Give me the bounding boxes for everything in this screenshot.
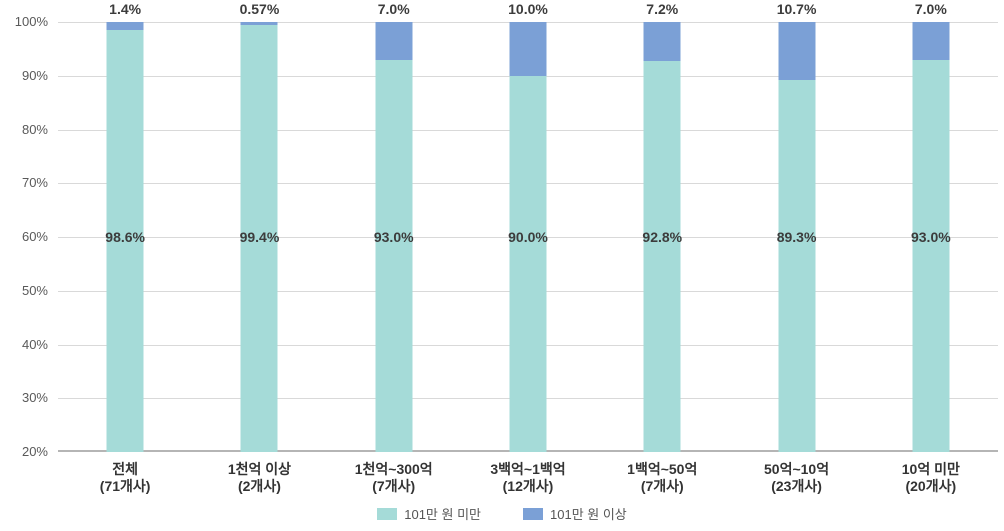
- bar-column-5b-1b: 10.7% 89.3% 50억~10억 (23개사): [729, 1, 863, 494]
- category-count: (12개사): [502, 478, 554, 494]
- above-segment-value-label: 0.57%: [239, 1, 280, 17]
- category-name: 전체: [112, 461, 139, 477]
- category-label: 1천억~300억 (7개사): [327, 461, 461, 495]
- bar-column-100b-30b: 7.0% 93.0% 1천억~300억 (7개사): [327, 1, 461, 494]
- stacked-bar: [778, 22, 816, 452]
- category-label: 1천억 이상 (2개사): [192, 461, 326, 495]
- above-segment-value-label: 10.0%: [508, 1, 548, 17]
- below-segment-value-label: 99.4%: [239, 229, 280, 245]
- legend-swatch-blue-icon: [523, 507, 543, 520]
- category-name: 1천억~300억: [354, 461, 433, 477]
- category-count: (2개사): [237, 478, 281, 494]
- category-label: 전체 (71개사): [58, 461, 192, 495]
- category-count: (7개사): [640, 478, 684, 494]
- stacked-bar: [509, 22, 547, 452]
- category-count: (20개사): [905, 478, 957, 494]
- category-count: (23개사): [771, 478, 822, 494]
- bar-column-30b-10b: 10.0% 90.0% 3백억~1백억 (12개사): [461, 1, 595, 494]
- y-tick-label: 100%: [14, 14, 48, 29]
- bar-column-under-1b: 7.0% 93.0% 10억 미만 (20개사): [864, 1, 998, 494]
- below-segment-value-label: 98.6%: [105, 229, 145, 245]
- bar-segment-above: [912, 22, 950, 60]
- above-segment-value-label: 10.7%: [776, 1, 817, 17]
- stacked-bar: [106, 22, 144, 452]
- category-name: 3백억~1백억: [490, 461, 566, 477]
- bar-segment-below: [106, 29, 144, 452]
- y-tick-label: 40%: [21, 336, 48, 352]
- bar-segment-above: [643, 22, 681, 61]
- category-name: 10억 미만: [901, 461, 960, 477]
- bar-segment-above: [240, 22, 278, 26]
- below-segment-value-label: 92.8%: [642, 229, 683, 245]
- category-label: 10억 미만 (20개사): [864, 461, 998, 495]
- stacked-bar: [912, 22, 950, 452]
- bar-segment-below: [912, 59, 950, 452]
- legend-swatch-teal-icon: [377, 507, 398, 520]
- stacked-bar: [375, 22, 413, 452]
- stacked-bar: [240, 22, 278, 452]
- legend: 101만 원 미만 101만 원 이상: [0, 504, 1004, 523]
- bar-segment-above: [509, 22, 547, 76]
- category-count: (71개사): [99, 478, 151, 494]
- y-tick-label: 70%: [21, 175, 48, 191]
- legend-label: 101만 원 미만: [404, 507, 481, 522]
- y-tick-label: 60%: [21, 229, 48, 244]
- legend-label: 101만 원 이상: [550, 507, 627, 522]
- above-segment-value-label: 7.0%: [377, 1, 410, 17]
- bar-segment-above: [778, 22, 816, 80]
- y-tick-label: 80%: [21, 121, 48, 137]
- y-tick-label: 20%: [21, 444, 48, 459]
- bar-segment-below: [778, 79, 816, 452]
- category-count: (7개사): [372, 478, 416, 494]
- bar-columns: 1.4% 98.6% 전체 (71개사) 0.57% 99.4% 1천억 이상 …: [58, 1, 998, 494]
- below-segment-value-label: 93.0%: [910, 229, 951, 245]
- stacked-bar: [643, 22, 681, 452]
- y-tick-label: 90%: [21, 67, 48, 83]
- below-segment-value-label: 93.0%: [373, 229, 414, 245]
- bar-segment-above: [375, 22, 413, 60]
- bar-segment-below: [509, 75, 547, 452]
- category-label: 3백억~1백억 (12개사): [461, 461, 595, 495]
- bar-column-over-100b: 0.57% 99.4% 1천억 이상 (2개사): [192, 1, 326, 494]
- y-tick-label: 50%: [21, 282, 48, 298]
- category-name: 1천억 이상: [227, 461, 292, 477]
- below-segment-value-label: 89.3%: [776, 229, 817, 245]
- above-segment-value-label: 7.0%: [914, 1, 947, 17]
- above-segment-value-label: 1.4%: [109, 1, 142, 17]
- below-segment-value-label: 90.0%: [508, 229, 548, 245]
- legend-item-below: 101만 원 미만: [377, 504, 481, 523]
- category-label: 1백억~50억 (7개사): [595, 461, 729, 495]
- above-segment-value-label: 7.2%: [646, 1, 679, 17]
- bar-column-10b-5b: 7.2% 92.8% 1백억~50억 (7개사): [595, 1, 729, 494]
- bar-segment-below: [375, 59, 413, 452]
- y-tick-label: 30%: [21, 390, 48, 406]
- category-name: 1백억~50억: [627, 461, 698, 477]
- bar-column-total: 1.4% 98.6% 전체 (71개사): [58, 1, 192, 494]
- category-label: 50억~10억 (23개사): [729, 461, 863, 495]
- bar-segment-above: [106, 22, 144, 30]
- bar-segment-below: [240, 25, 278, 452]
- category-name: 50억~10억: [764, 461, 830, 477]
- y-axis-tick-labels: 100% 90% 80% 70% 60% 50% 40% 30% 20%: [0, 14, 48, 459]
- bar-segment-below: [643, 60, 681, 452]
- legend-item-above: 101만 원 이상: [523, 504, 627, 523]
